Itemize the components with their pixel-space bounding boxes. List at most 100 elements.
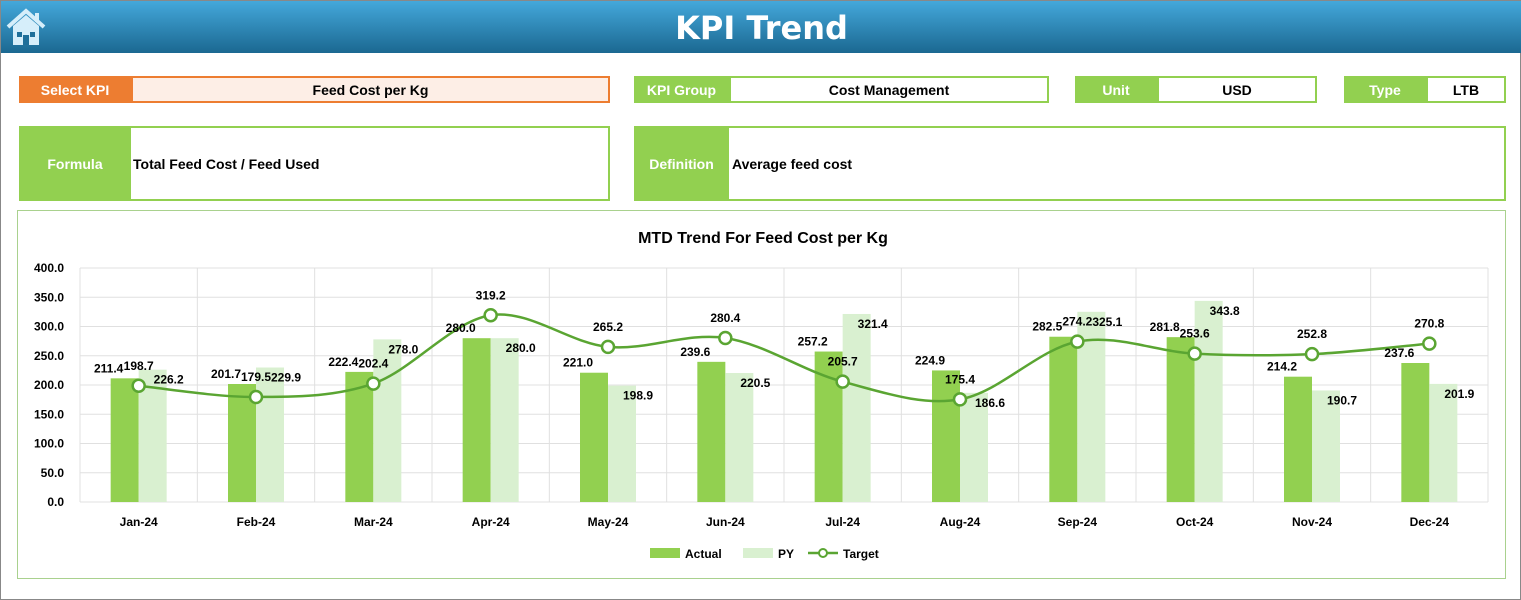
target-marker [366,376,381,391]
label-py: 321.4 [858,317,888,331]
y-tick-label: 300.0 [34,320,64,334]
label-py: 343.8 [1210,304,1240,318]
label-actual: 237.6 [1384,346,1414,360]
label-py: 278.0 [388,342,418,356]
label-actual: 222.4 [328,355,358,369]
label-py: 226.2 [154,373,184,387]
x-tick-label: Dec-24 [1410,515,1450,529]
home-icon[interactable] [5,7,47,47]
y-tick-label: 250.0 [34,349,64,363]
label-py: 198.9 [623,389,653,403]
legend-swatch-py [743,548,773,558]
type-label: Type [1344,76,1426,103]
target-marker [483,308,498,323]
label-actual: 221.0 [563,356,593,370]
definition-label: Definition [634,126,729,201]
y-tick-label: 400.0 [34,261,64,275]
unit-label: Unit [1075,76,1157,103]
bar-actual [1284,376,1312,502]
label-py: 201.9 [1444,387,1474,401]
target-marker [1070,334,1085,349]
y-tick-label: 50.0 [41,466,65,480]
target-marker [1187,346,1202,361]
bar-py [1194,300,1223,502]
bar-actual [697,361,726,502]
label-actual: 201.7 [211,367,241,381]
label-actual: 214.2 [1267,360,1297,374]
legend-py: PY [778,547,794,561]
kpi-trend-chart: MTD Trend For Feed Cost per Kg 0.0 50.0 10… [17,210,1506,579]
target-marker [1304,346,1320,362]
kpi-group-value: Cost Management [729,76,1049,103]
select-kpi-label: Select KPI [19,76,131,103]
x-tick-label: Aug-24 [940,515,981,529]
label-target: 274.2 [1062,315,1092,329]
label-target: 198.7 [124,359,154,373]
chart-title: MTD Trend For Feed Cost per Kg [638,230,888,247]
x-tick-label: Apr-24 [472,515,510,529]
bar-actual [462,338,491,502]
y-tick-label: 200.0 [34,378,64,392]
label-py: 325.1 [1092,315,1122,329]
x-tick-label: Mar-24 [354,515,393,529]
bar-actual [932,370,960,502]
select-kpi-dropdown[interactable]: Feed Cost per Kg [131,76,610,103]
label-actual: 281.8 [1150,320,1180,334]
bar-py [256,367,284,502]
legend-swatch-actual [650,548,680,558]
bar-actual [228,384,256,502]
y-tick-label: 350.0 [34,290,64,304]
legend-actual: Actual [685,547,722,561]
type-value: LTB [1426,76,1506,103]
label-target: 179.5 [241,370,271,384]
label-actual: 282.5 [1032,320,1062,334]
x-tick-label: May-24 [588,515,629,529]
bar-actual [1049,336,1078,502]
bar-py [1312,390,1340,502]
label-py: 280.0 [506,341,536,355]
label-target: 280.4 [710,311,740,325]
label-actual: 280.0 [446,321,476,335]
target-marker [131,378,146,394]
bar-actual [345,371,374,502]
label-target: 319.2 [476,288,506,302]
x-tick-label: Oct-24 [1176,515,1214,529]
bar-actual [580,372,608,502]
label-target: 253.6 [1180,327,1210,341]
label-actual: 239.6 [680,345,710,359]
bar-actual [1401,363,1430,502]
bar-actual [110,378,139,502]
target-marker [248,389,264,405]
label-target: 265.2 [593,320,623,334]
bar-py [373,339,402,502]
label-actual: 224.9 [915,353,945,367]
label-py: 190.7 [1327,393,1357,407]
label-py: 186.6 [975,396,1005,410]
bar-py [842,313,871,502]
target-marker [1422,336,1437,351]
y-tick-label: 150.0 [34,407,64,421]
target-marker [952,392,968,407]
bar-actual [1166,337,1195,502]
bar-py [138,369,167,502]
label-target: 205.7 [828,355,858,369]
x-tick-label: Jul-24 [825,515,860,529]
label-py: 229.9 [271,371,301,385]
bar-py [1429,383,1458,502]
chart-svg: MTD Trend For Feed Cost per Kg 0.0 50.0 10… [34,230,1489,561]
bar-py [608,385,636,502]
unit-value: USD [1157,76,1317,103]
formula-label: Formula [19,126,131,201]
x-tick-label: Jun-24 [706,515,745,529]
y-tick-label: 0.0 [47,495,64,509]
bar-py [960,392,988,502]
y-tick-label: 100.0 [34,437,64,451]
target-marker [600,339,616,355]
x-tick-label: Sep-24 [1058,515,1098,529]
legend-marker-target [818,548,828,558]
label-actual: 257.2 [798,335,828,349]
page-title: KPI Trend [675,9,848,47]
kpi-group-label: KPI Group [634,76,729,103]
label-target: 270.8 [1414,317,1444,331]
label-target: 202.4 [358,357,388,371]
